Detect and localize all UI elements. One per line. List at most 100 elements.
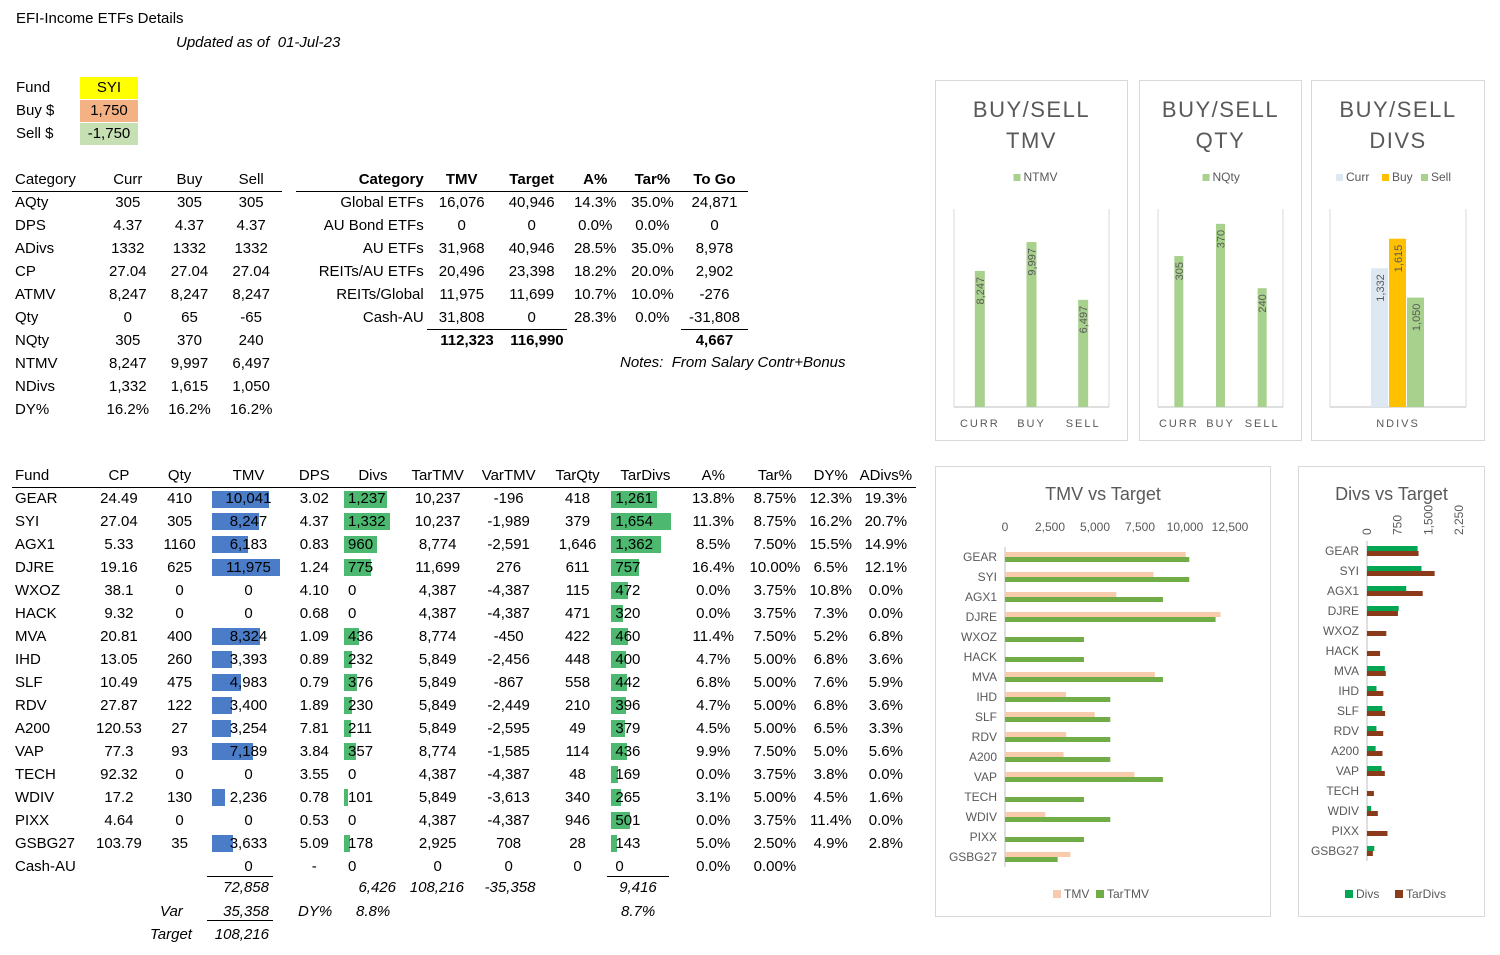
chart-data-label: 370 — [1216, 230, 1228, 248]
fund-divs-cell: 775 — [341, 556, 405, 579]
category-cell: 24,871 — [691, 194, 738, 212]
chart-bar — [1367, 611, 1398, 616]
divs-data-bar — [344, 513, 391, 530]
fund-row-label: PIXX — [15, 812, 50, 829]
fund-row: RDV 27.87 122 3,400 1.89 230 5,849 -2,449 210 396… — [12, 694, 916, 717]
chart-bar — [1005, 692, 1067, 697]
fund-divs-cell: 960 — [341, 533, 405, 556]
fund-cell: 8.75% — [753, 490, 797, 508]
fund-cell: 7.3% — [813, 605, 848, 622]
summary-cell: 4.37 — [174, 217, 205, 234]
tardivs-data-bar — [611, 490, 658, 508]
fund-cell — [806, 855, 856, 878]
chart-title-line1: BUY/SELL — [1162, 97, 1279, 122]
category-cell: 23,398 — [508, 263, 555, 280]
chart-bar — [1367, 851, 1373, 856]
fund-divs-cell: 211 — [341, 717, 405, 740]
chart-category-label: SLF — [1337, 704, 1359, 718]
sell-amount-cell[interactable]: -1,750 — [80, 123, 138, 145]
legend-label: Curr — [1346, 170, 1369, 184]
chart-bar — [1005, 797, 1084, 802]
summary-cell: 16.2% — [168, 401, 211, 418]
fund-cell: 11.4% — [810, 812, 852, 829]
summary-cell: 27.04 — [232, 263, 270, 280]
category-cell: 11,699 — [509, 286, 555, 303]
summary-cell: 16.2% — [229, 401, 273, 418]
fund-divs-cell: 230 — [341, 694, 405, 717]
fund-row-label: A200 — [15, 720, 51, 737]
fund-cell: 0.0% — [696, 766, 731, 783]
summary-cell: 8,247 — [170, 286, 209, 303]
chart-bar — [1367, 551, 1419, 556]
chart-category-label: SELL — [1066, 418, 1101, 430]
chart-category-label: PIXX — [970, 830, 997, 844]
fund-cell: -2,449 — [487, 697, 530, 714]
buy-amount-cell[interactable]: 1,750 — [80, 100, 138, 122]
summary-cell: 27.04 — [170, 263, 209, 280]
chart-tick-label: 750 — [1391, 515, 1405, 535]
chart-bar — [1367, 631, 1387, 636]
chart-data-label: 305 — [1174, 262, 1186, 280]
chart-title-line2: QTY — [1196, 128, 1246, 153]
fund-cell: 10.8% — [809, 582, 853, 599]
chart-bar — [1005, 837, 1084, 842]
category-cell: 20,496 — [438, 263, 485, 280]
category-cell: 0.0% — [635, 217, 670, 234]
tmv-data-bar — [212, 697, 232, 714]
fund-cell: 0.0% — [696, 582, 731, 599]
fund-row-label: VAP — [15, 743, 44, 760]
fund-row-label: AGX1 — [15, 536, 56, 553]
divs-data-bar — [344, 628, 360, 645]
chart-category-label: TECH — [1326, 784, 1359, 798]
summary-row-label: NTMV — [15, 355, 58, 372]
chart-bar — [1005, 592, 1117, 597]
fund-tmv-cell: 7,189 — [209, 740, 287, 763]
fund-row-label: GSBG27 — [15, 835, 76, 852]
fund-cell: 210 — [565, 697, 591, 714]
chart-bar — [1005, 657, 1084, 662]
fund-cell: 0.0% — [696, 858, 731, 875]
fund-cell: 276 — [496, 559, 522, 576]
summary-row: AQty 305 305 305 — [12, 191, 282, 214]
fund-cell: 2,925 — [418, 835, 457, 852]
summary-row-label: NDivs — [15, 378, 55, 395]
tardivs-data-bar — [611, 559, 639, 576]
fund-cell: 49 — [569, 720, 586, 737]
fund-cell-value: 960 — [348, 536, 374, 553]
chart-bar — [1367, 566, 1422, 571]
chart-bar — [1005, 697, 1111, 702]
fund-tmv-cell: 3,633 — [209, 832, 287, 855]
chart-bar — [1367, 691, 1384, 696]
fund-row-label: MVA — [15, 628, 47, 645]
chart-category-label: SYI — [978, 570, 997, 584]
fund-cell: 20.81 — [100, 628, 138, 645]
fund-tardivs-cell: 320 — [608, 602, 682, 625]
chart-title-line2: TMV — [1006, 128, 1057, 153]
summary-row: ATMV 8,247 8,247 8,247 — [12, 283, 282, 306]
fund-cell: 5,849 — [418, 651, 457, 668]
fund-cell: 305 — [167, 513, 193, 530]
fund-cell: -4,387 — [487, 605, 530, 622]
fund-cell: 16.4% — [691, 559, 735, 576]
fund-cell-value: 0 — [348, 812, 357, 829]
tardivs-data-bar — [611, 605, 623, 622]
fund-header-tarqty: TarQty — [546, 464, 609, 488]
divs-data-bar — [344, 789, 348, 806]
fund-cell: 418 — [565, 490, 591, 508]
chart-bar — [1367, 846, 1375, 851]
fund-cell: 6.5% — [813, 720, 848, 737]
chart-bar — [1367, 711, 1386, 716]
tardivs-data-bar — [611, 674, 628, 691]
fund-cell-value: 436 — [348, 628, 374, 645]
category-row-label: AU ETFs — [362, 240, 424, 257]
divs-data-bar — [344, 720, 352, 737]
fund-cell-value: 0 — [348, 766, 357, 783]
fund-cell: 379 — [565, 513, 591, 530]
tmv-data-bar — [212, 513, 260, 530]
summary-row-label: AQty — [15, 194, 49, 212]
category-cell: -31,808 — [689, 308, 740, 326]
fund-select-cell[interactable]: SYI — [80, 77, 138, 99]
chart-tick-label: 0 — [1002, 520, 1009, 534]
fund-header-a-: A% — [682, 464, 745, 488]
chart-category-label: SYI — [1340, 564, 1359, 578]
